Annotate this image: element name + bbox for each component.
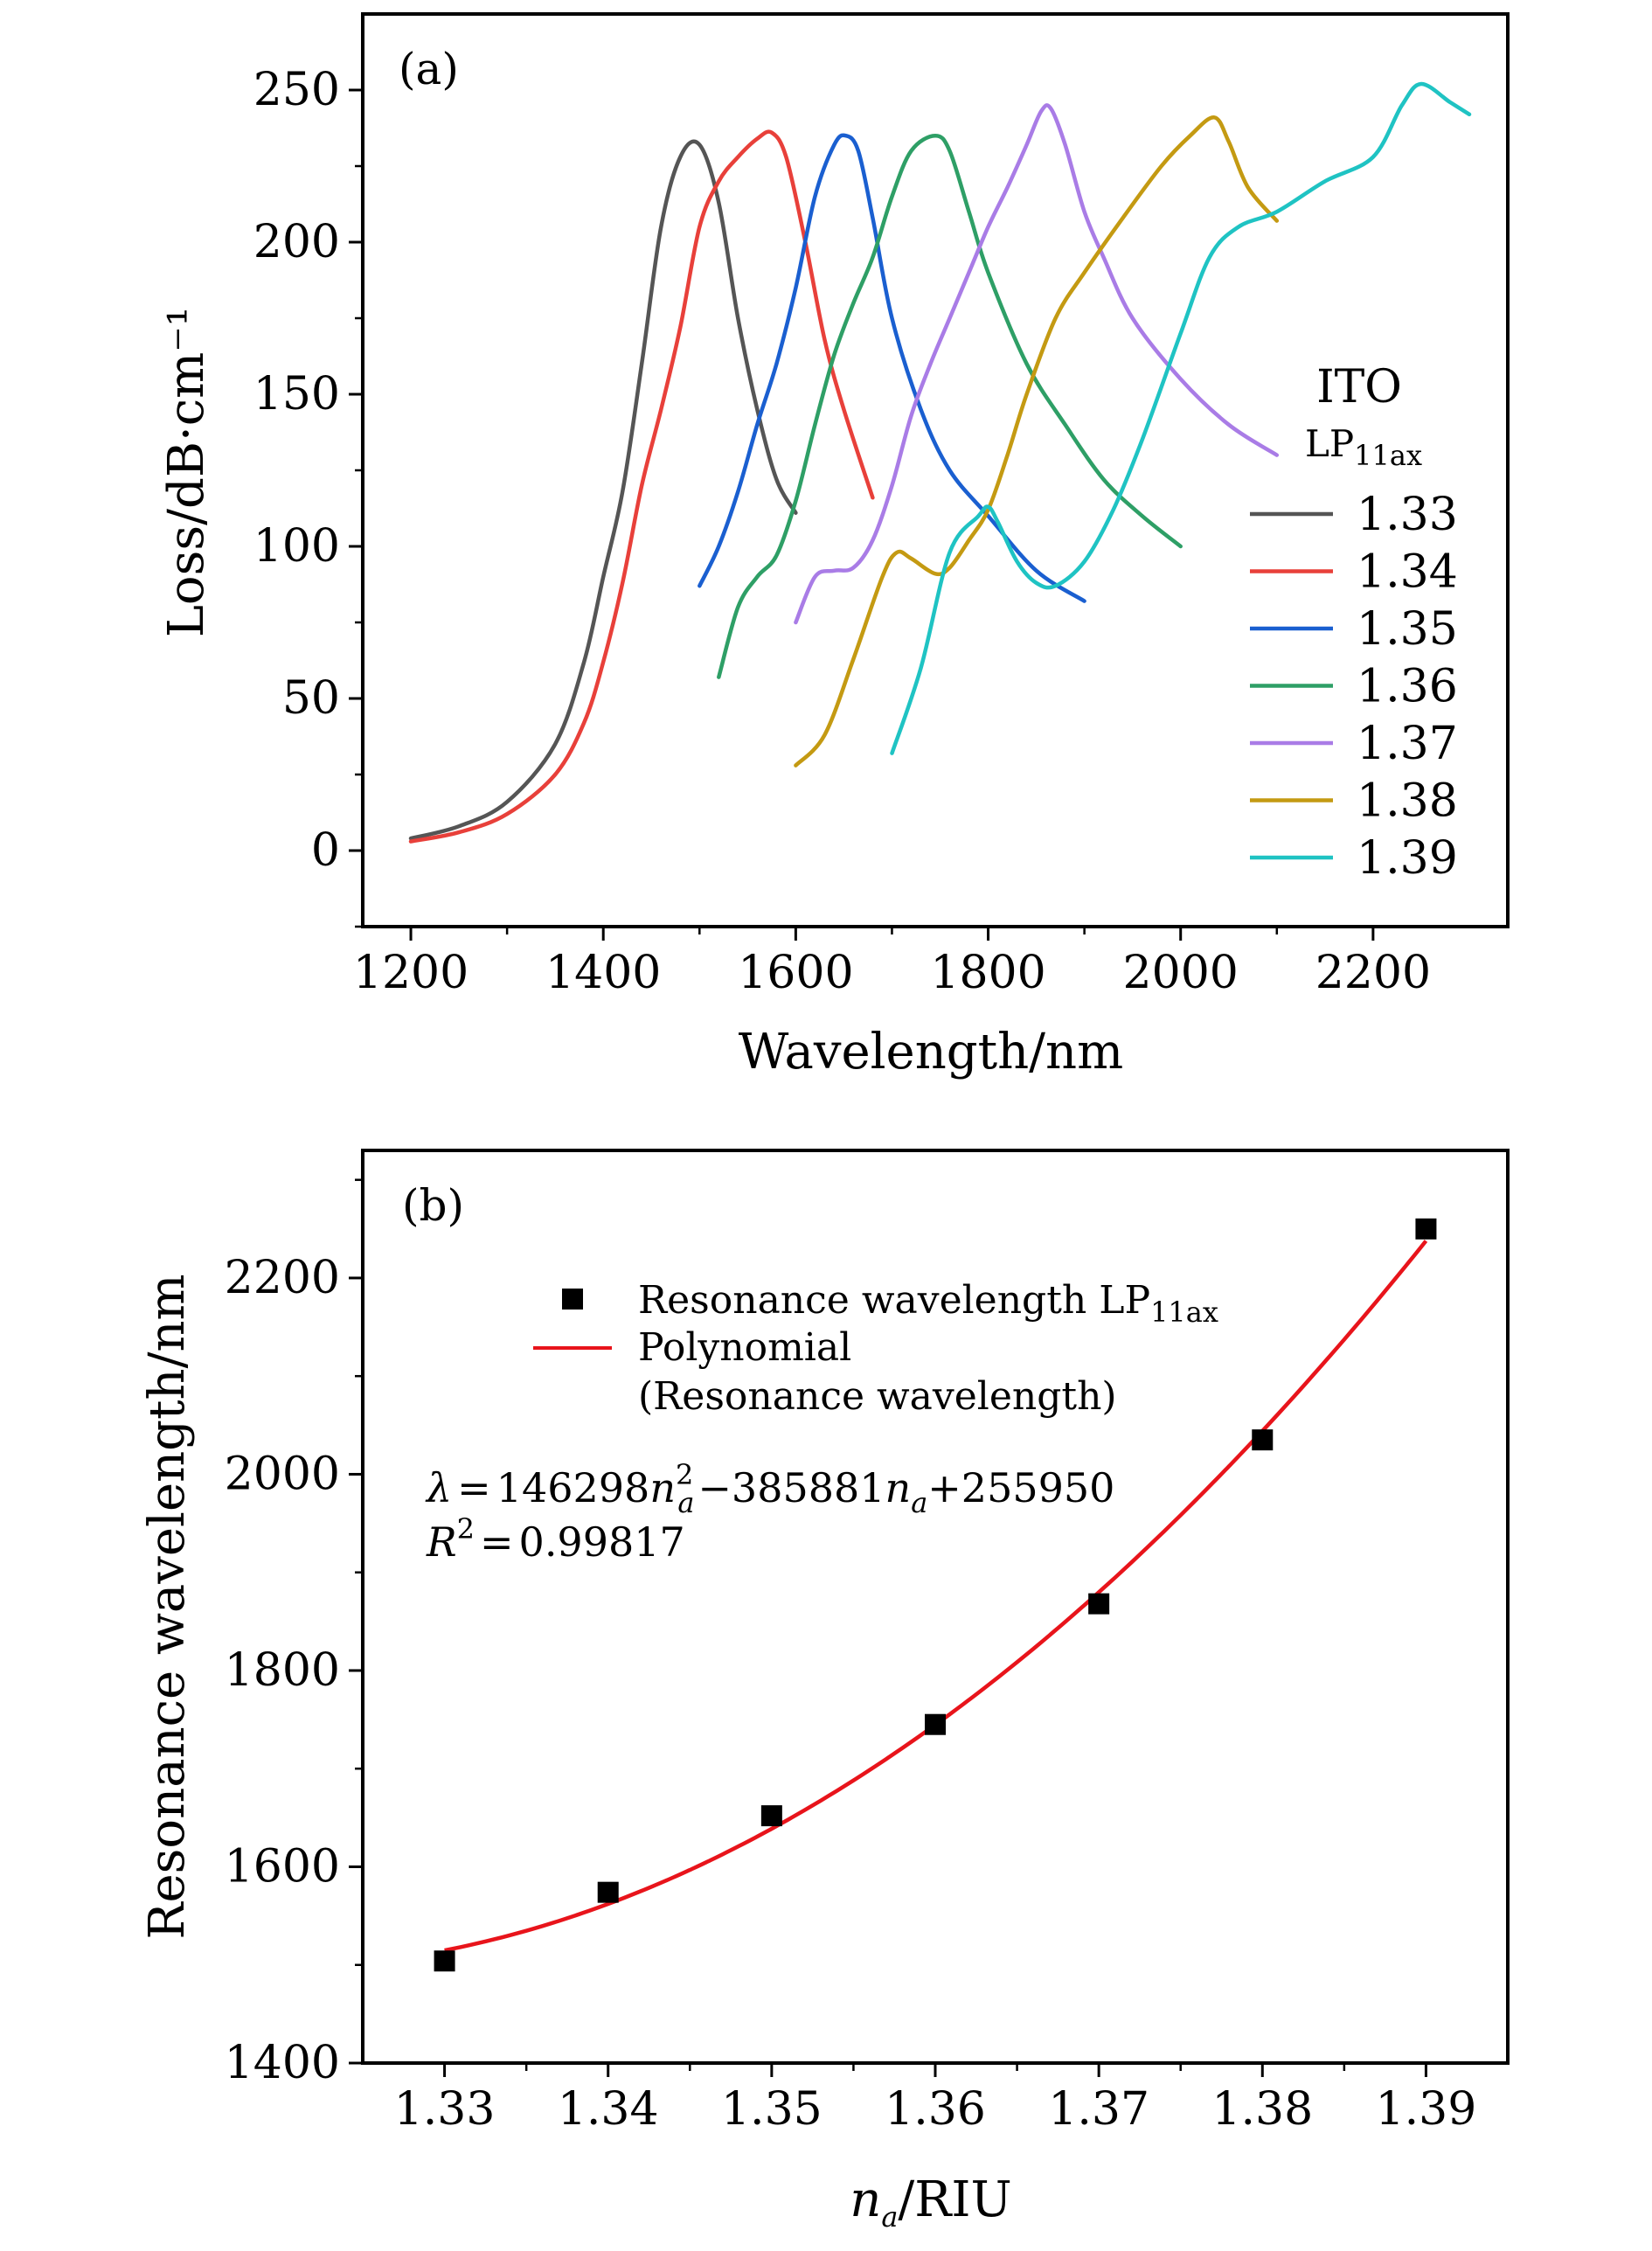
r2-value: 0.99817 (519, 1518, 685, 1566)
x-tick-label-b: 1.38 (1211, 2083, 1313, 2136)
legend-label-1.37: 1.37 (1357, 718, 1458, 770)
eq-n-1: n (649, 1464, 676, 1511)
eq-sub-a-2: a (911, 1486, 927, 1519)
axes-ticks-a: 1200 1400 1600 1800 2000 2200 0 50 100 150 200 250 (253, 64, 1431, 999)
eq-coef-1: 146298 (496, 1464, 650, 1511)
panel-tag-a: (a) (399, 44, 459, 94)
y-tick-label-b: 1800 (225, 1644, 340, 1697)
legend-label-fit-line1: Polynomial (638, 1325, 851, 1370)
y-axis-title-b: Resonance wavelength/nm (139, 1274, 196, 1939)
r2-r: R (426, 1518, 457, 1566)
legend-label-1.39: 1.39 (1357, 832, 1458, 885)
data-point (434, 1950, 455, 1972)
x-tick-label-a: 1600 (738, 947, 853, 999)
x-tick-label-b: 1.36 (885, 2083, 986, 2136)
panel-a-loss-chart: 1200 1400 1600 1800 2000 2200050100150200250 … (158, 12, 1510, 1080)
legend-a: ITO LP11ax 1.331.341.351.361.371.381.39 (1250, 361, 1458, 885)
eq-sup-2: 2 (676, 1458, 693, 1491)
x-axis-title-n: n (850, 2171, 881, 2228)
y-tick-label-b: 2000 (225, 1448, 340, 1500)
panel-tag-b: (b) (402, 1180, 464, 1231)
y-axis-title-a: Loss/dB·cm⁻¹ (158, 307, 215, 638)
series-line-1.35 (698, 133, 1086, 603)
axes-ticks-b: 1.33 1.34 1.35 1.36 1.37 1.38 1.39 1400 1600 1800… (225, 1178, 1477, 2136)
x-tick-label-a: 1800 (930, 947, 1045, 999)
x-tick-label-a: 2000 (1123, 947, 1239, 999)
y-tick-label-b: 2200 (225, 1252, 340, 1304)
r2-sup: 2 (457, 1512, 475, 1546)
legend-label-1.35: 1.35 (1357, 603, 1458, 656)
x-tick-label-a: 1400 (545, 947, 661, 999)
series-lines-a (408, 81, 1472, 844)
legend-label-points: Resonance wavelength LP11ax (638, 1278, 1218, 1329)
r2-line: R2 = 0.99817 (426, 1512, 685, 1566)
data-point (1088, 1593, 1110, 1615)
eq-coef-2: −385881 (698, 1464, 885, 1511)
legend-label-1.38: 1.38 (1357, 775, 1458, 828)
x-tick-label-b: 1.34 (558, 2083, 659, 2136)
x-tick-label-b: 1.35 (721, 2083, 823, 2136)
series-line-1.37 (794, 103, 1280, 625)
legend-b: Resonance wavelength LP11ax Polynomial (… (533, 1278, 1218, 1419)
series-line-1.33 (408, 139, 798, 841)
x-axis-title-sub: a (881, 2200, 898, 2234)
x-axis-title-b: na/RIU (850, 2171, 1012, 2234)
x-tick-label-a: 2200 (1315, 947, 1431, 999)
y-tick-label-b: 1600 (225, 1840, 340, 1893)
series-line-1.36 (717, 133, 1183, 679)
series-line-1.39 (890, 81, 1472, 755)
panel-b-resonance-chart: 1.33 1.34 1.35 1.36 1.37 1.38 1.39 1400 1600 1800… (139, 1149, 1510, 2234)
legend-subtitle-sub: 11ax (1354, 439, 1422, 472)
y-tick-label-b: 1400 (225, 2037, 340, 2089)
legend-subtitle-main: LP (1305, 422, 1354, 465)
eq-n-2: n (885, 1464, 912, 1511)
eq-lambda: λ (425, 1464, 452, 1511)
series-line-1.34 (408, 129, 875, 844)
data-point (925, 1713, 946, 1735)
x-axis-title-a: Wavelength/nm (739, 1024, 1123, 1080)
legend-subtitle-lp11ax: LP11ax (1305, 422, 1422, 472)
plot-frame-a (361, 12, 1510, 928)
x-axis-title-rest: /RIU (898, 2171, 1011, 2228)
y-tick-label-a: 0 (311, 824, 340, 877)
fit-equation: λ = 146298n2 a−385881na+255950 R2 = 0.99817 (425, 1458, 1114, 1566)
y-tick-label-a: 150 (253, 368, 340, 420)
legend-marker-square (562, 1289, 583, 1310)
x-tick-label-b: 1.33 (394, 2083, 496, 2136)
legend-label-1.34: 1.34 (1357, 546, 1458, 599)
legend-label-1.33: 1.33 (1357, 489, 1458, 541)
data-point (760, 1805, 782, 1827)
legend-items-a: 1.331.341.351.361.371.381.39 (1250, 489, 1458, 885)
eq-equals-1: = (457, 1464, 491, 1511)
data-point (1415, 1218, 1437, 1240)
equation-line: λ = 146298n2 a−385881na+255950 (425, 1458, 1114, 1519)
r2-equals: = (480, 1518, 514, 1566)
legend-label-points-main: Resonance wavelength LP (638, 1278, 1150, 1323)
data-point (1252, 1429, 1274, 1451)
y-tick-label-a: 50 (282, 672, 340, 725)
eq-coef-3: +255950 (927, 1464, 1114, 1511)
y-tick-label-a: 250 (253, 64, 340, 116)
legend-label-1.36: 1.36 (1357, 661, 1458, 713)
data-points-b (434, 1218, 1437, 1972)
x-tick-label-b: 1.39 (1376, 2083, 1477, 2136)
x-tick-label-b: 1.37 (1048, 2083, 1149, 2136)
legend-label-points-sub: 11ax (1150, 1296, 1218, 1329)
series-line-1.38 (794, 115, 1280, 768)
legend-title-ito: ITO (1316, 361, 1402, 413)
data-point (597, 1881, 619, 1903)
y-tick-label-a: 200 (253, 216, 340, 268)
eq-sub-a-1: a (677, 1486, 694, 1519)
y-tick-label-a: 100 (253, 520, 340, 573)
legend-label-fit-line2: (Resonance wavelength) (638, 1374, 1117, 1419)
x-tick-label-a: 1200 (353, 947, 469, 999)
